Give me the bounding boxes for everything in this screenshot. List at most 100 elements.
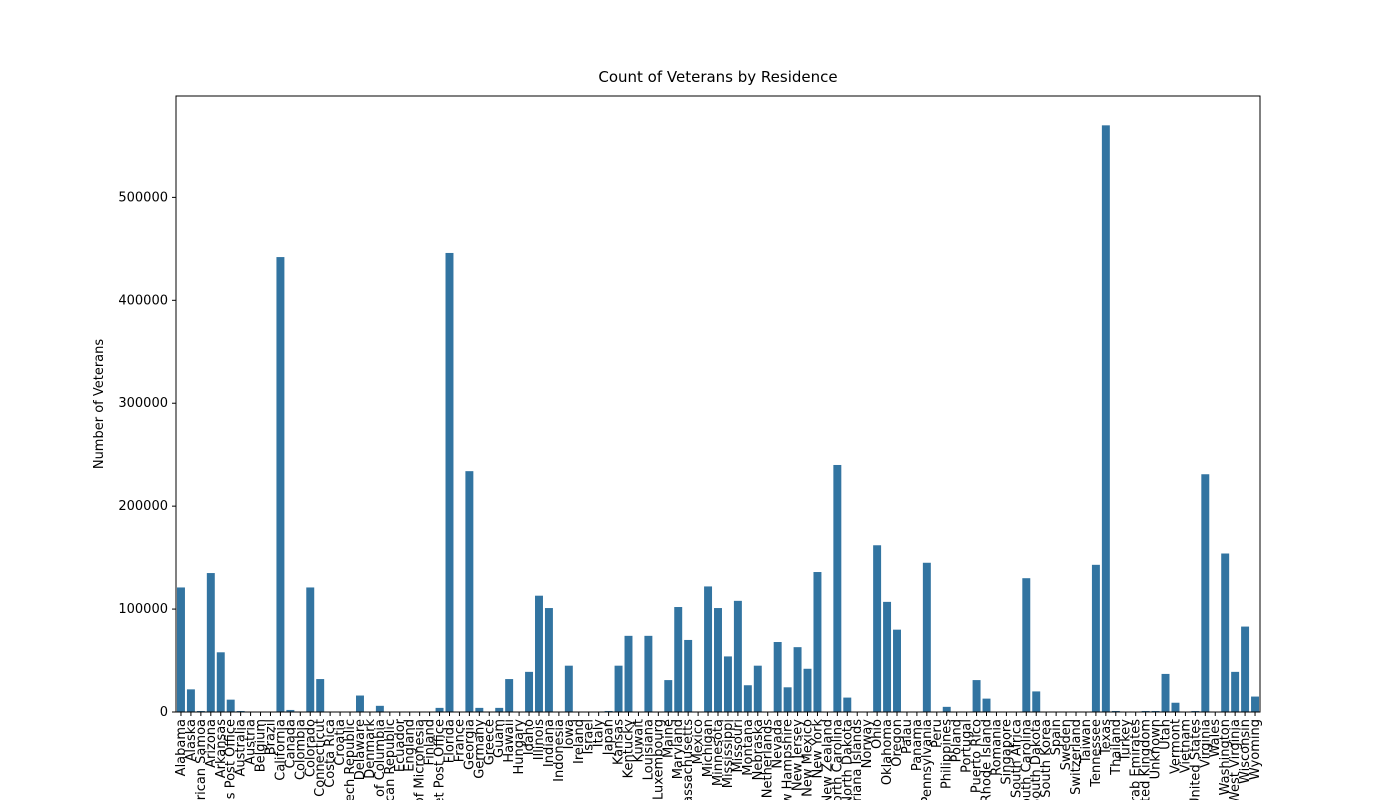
x-tick-label: Kuwait (631, 719, 646, 762)
x-tick-label: England (403, 719, 418, 772)
x-tick-label: United Kingdom (1139, 719, 1154, 800)
x-tick-label: Virginia (1198, 719, 1213, 768)
y-tick-label: 500000 (118, 190, 168, 205)
bar (704, 586, 713, 712)
bar (375, 705, 384, 712)
x-tick-label: Indonesia (552, 719, 567, 782)
bar (614, 665, 623, 712)
y-tick-label: 200000 (118, 499, 168, 514)
x-tick-label: Australia (234, 719, 249, 777)
bar (972, 680, 981, 712)
bar (356, 695, 364, 712)
x-tick-label: Nebraska (751, 719, 766, 780)
x-tick-label: Poland (950, 719, 965, 762)
bar (1141, 710, 1150, 712)
x-tick-label: Turkey (1119, 719, 1134, 763)
bar (1032, 691, 1041, 712)
x-tick-label: Peru (930, 719, 945, 748)
x-tick-label: Netherlands (761, 719, 776, 798)
x-tick-label: Montana (741, 719, 756, 776)
bar (1191, 710, 1200, 712)
y-tick-label: 0 (160, 705, 168, 720)
bar (1161, 673, 1170, 712)
x-tick-label: Kansas (612, 719, 627, 765)
x-tick-label: Germany (472, 719, 487, 779)
x-tick-label: Wyoming (1248, 719, 1263, 780)
bar (833, 464, 842, 712)
bar (873, 545, 882, 712)
x-tick-label: Connecticut (313, 719, 328, 797)
x-tick-label: West Virginia (1228, 719, 1243, 800)
x-tick-label: North Dakota (840, 719, 855, 800)
x-tick-label: Indiana (542, 719, 557, 767)
x-tick-label: Northern Mariana Islands (850, 719, 865, 800)
x-tick-label: South Dakota (1029, 719, 1044, 800)
x-tick-label: Maine (661, 719, 676, 758)
bar (644, 635, 653, 712)
bar (316, 679, 325, 712)
bar (743, 685, 752, 712)
bar (306, 587, 315, 712)
bar (495, 707, 504, 712)
x-tick-label: North Carolina (830, 719, 845, 800)
bar (813, 572, 822, 712)
x-tick-label: Costa Rica (323, 719, 338, 788)
x-tick-label: Illinois (532, 719, 547, 760)
x-tick-label: Massachusetts (681, 719, 696, 800)
bar (226, 699, 235, 712)
x-tick-label: South Carolina (1019, 719, 1034, 800)
x-tick-label: District of Columbia (373, 719, 388, 800)
bar (942, 706, 951, 712)
bar (982, 698, 991, 712)
x-tick-label: California (273, 719, 288, 781)
x-tick-label: Wales (1208, 719, 1223, 758)
bar (1091, 564, 1100, 712)
x-tick-label: Oklahoma (880, 719, 895, 785)
y-axis-label: Number of Veterans (92, 339, 107, 470)
bar (783, 687, 792, 712)
x-tick-label: New Jersey (791, 719, 806, 791)
chart-title: Count of Veterans by Residence (598, 68, 837, 86)
x-tick-label: Fleet Post Office (433, 719, 448, 800)
bar (1221, 553, 1230, 712)
x-tick-label: Greece (482, 719, 497, 765)
bar (216, 652, 225, 712)
bar (922, 562, 931, 712)
x-tick-label: Utah (1159, 719, 1174, 750)
x-tick-label: Portugal (960, 719, 975, 773)
bar (714, 608, 722, 712)
bar (733, 600, 742, 712)
bar (276, 257, 285, 712)
bar (465, 471, 474, 712)
x-tick-label: Maryland (671, 719, 686, 779)
x-tick-label: Arkansas (214, 719, 229, 778)
x-tick-label: Hawaii (502, 719, 517, 763)
x-tick-label: Vietnam (1178, 719, 1193, 773)
bar (535, 595, 543, 712)
x-tick-label: Nevada (771, 719, 786, 769)
x-tick-label: Norway (860, 719, 875, 769)
x-tick-label: Mexico (691, 719, 706, 764)
x-tick-label: Puerto Rico (970, 719, 985, 793)
x-tick-label: American Samoa (194, 719, 209, 800)
x-tick-label: South Korea (1039, 719, 1054, 798)
x-tick-label: Federated States of Micronesia (413, 719, 428, 800)
bar (1251, 696, 1260, 712)
bar (674, 607, 683, 712)
x-tick-label: Luxembourg (651, 719, 666, 800)
x-tick-label: Kentucky (621, 719, 636, 779)
bar (664, 680, 673, 712)
bar (684, 639, 693, 712)
bar (286, 709, 295, 712)
x-tick-label: Louisiana (641, 719, 656, 780)
bar (1111, 710, 1120, 712)
bar (723, 656, 732, 712)
bar (1101, 125, 1110, 713)
x-tick-label: Czech Republic (343, 719, 358, 800)
x-tick-label: New Zealand (820, 719, 835, 800)
x-tick-label: Spain (1049, 719, 1064, 755)
bar (1231, 671, 1240, 712)
x-tick-label: Delaware (353, 719, 368, 780)
bar (1201, 474, 1210, 712)
